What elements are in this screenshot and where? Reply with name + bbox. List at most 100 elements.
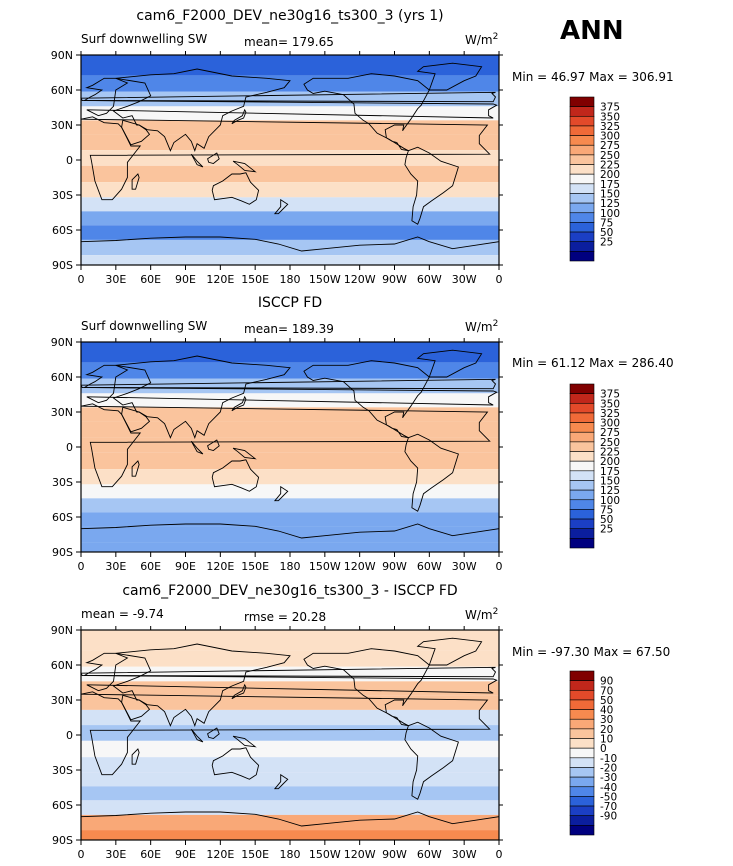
- x-tick-label: 120E: [206, 848, 234, 861]
- colorbar-box: [569, 680, 595, 691]
- lat-band: [81, 75, 499, 92]
- colorbar-label: 325: [600, 121, 620, 133]
- colorbar-box: [569, 689, 595, 701]
- lat-band: [81, 757, 499, 773]
- x-tick-label: 0: [78, 848, 85, 861]
- panel-3-title: cam6_F2000_DEV_ne30g16_ts300_3 - ISCCP F…: [122, 583, 458, 599]
- colorbar-label: 50: [600, 695, 613, 707]
- colorbar-label: 275: [600, 427, 620, 439]
- coastline: [131, 460, 140, 477]
- colorbar-box: [569, 509, 595, 520]
- colorbar-label: 375: [600, 389, 620, 401]
- colorbar-box: [569, 251, 595, 262]
- x-tick-label: 30E: [105, 848, 126, 861]
- lat-band: [81, 786, 499, 801]
- coastline: [82, 77, 498, 119]
- colorbar-label: -10: [600, 753, 617, 765]
- colorbar-box: [569, 241, 595, 252]
- colorbar-box: [569, 393, 595, 404]
- y-tick-label: 30S: [52, 189, 73, 202]
- colorbar-label: 300: [600, 418, 620, 430]
- lat-band: [81, 830, 499, 840]
- colorbar-label: 150: [600, 188, 620, 200]
- y-tick-label: 30N: [51, 406, 73, 419]
- colorbar-label: 125: [600, 198, 620, 210]
- colorbar-label: -90: [600, 811, 617, 823]
- coastline: [273, 485, 289, 502]
- colorbar-label: 150: [600, 475, 620, 487]
- panel-1-minmax: Min = 46.97 Max = 306.91: [512, 70, 674, 84]
- colorbar-box: [569, 709, 595, 720]
- panel-1-field-label: Surf downwelling SW: [81, 32, 208, 46]
- colorbar-box: [569, 518, 595, 530]
- coastline: [112, 355, 291, 440]
- colorbar-label: -30: [600, 772, 617, 784]
- x-tick-label: 150E: [241, 560, 269, 573]
- lat-band: [81, 55, 499, 76]
- colorbar-box: [569, 757, 595, 768]
- colorbar-2: 3753503253002752502252001751501251007550…: [569, 383, 620, 549]
- panel-3-mean: mean = -9.74: [81, 607, 164, 621]
- x-tick-label: 0: [78, 273, 85, 286]
- colorbar-box: [569, 538, 595, 549]
- y-tick-label: 0: [66, 154, 73, 167]
- lat-band: [81, 740, 499, 758]
- colorbar-label: -20: [600, 762, 617, 774]
- x-tick-label: 30E: [105, 560, 126, 573]
- coastline: [231, 683, 247, 700]
- x-tick-label: 120E: [206, 273, 234, 286]
- lat-band: [81, 421, 499, 438]
- x-tick-label: 150W: [309, 848, 341, 861]
- colorbar-label: 375: [600, 102, 620, 114]
- lat-band: [81, 255, 499, 265]
- x-tick-label: 30W: [452, 848, 477, 861]
- lat-band: [81, 498, 499, 513]
- colorbar-box: [569, 202, 595, 214]
- colorbar-label: -40: [600, 782, 617, 794]
- colorbar-box: [569, 718, 595, 730]
- lat-band: [81, 106, 499, 121]
- y-tick-label: 90N: [51, 624, 73, 637]
- panel-3-rmse: rmse = 20.28: [244, 610, 327, 624]
- x-tick-label: 30E: [105, 273, 126, 286]
- colorbar-box: [569, 144, 595, 156]
- lat-band: [81, 800, 499, 815]
- colorbar-box: [569, 470, 595, 481]
- colorbar-box: [569, 805, 595, 817]
- x-tick-label: 150E: [241, 273, 269, 286]
- colorbar-label: 275: [600, 140, 620, 152]
- coastline: [416, 637, 483, 666]
- colorbar-box: [569, 402, 595, 414]
- coastline: [80, 116, 491, 201]
- coastline: [80, 378, 497, 390]
- colorbar-1: 3753503253002752502252001751501251007550…: [569, 96, 620, 262]
- colorbar-box: [569, 183, 595, 194]
- panel-3-minmax: Min = -97.30 Max = 67.50: [512, 645, 671, 659]
- colorbar-label: 250: [600, 150, 620, 162]
- x-tick-label: 60E: [140, 848, 161, 861]
- y-tick-label: 30S: [52, 476, 73, 489]
- colorbar-box: [569, 441, 595, 452]
- colorbar-box: [569, 164, 595, 175]
- colorbar-label: 100: [600, 495, 620, 507]
- colorbar-label: 225: [600, 447, 620, 459]
- x-tick-label: 120W: [344, 273, 376, 286]
- colorbar-label: 200: [600, 169, 620, 181]
- colorbar-box: [569, 193, 595, 204]
- coastline: [404, 433, 459, 512]
- x-tick-label: 90E: [175, 848, 196, 861]
- coastline: [207, 727, 220, 739]
- coastline: [416, 349, 483, 378]
- panel-2-units: W/m2: [465, 319, 499, 334]
- coastline: [231, 108, 247, 125]
- y-tick-label: 60N: [51, 659, 73, 672]
- lat-band: [81, 512, 499, 527]
- coastline: [207, 152, 220, 164]
- coastline: [121, 406, 151, 433]
- x-tick-label: 90W: [382, 560, 407, 573]
- lat-band: [81, 378, 499, 394]
- coastline: [211, 747, 260, 780]
- coastline: [231, 395, 247, 412]
- lat-band: [81, 542, 499, 552]
